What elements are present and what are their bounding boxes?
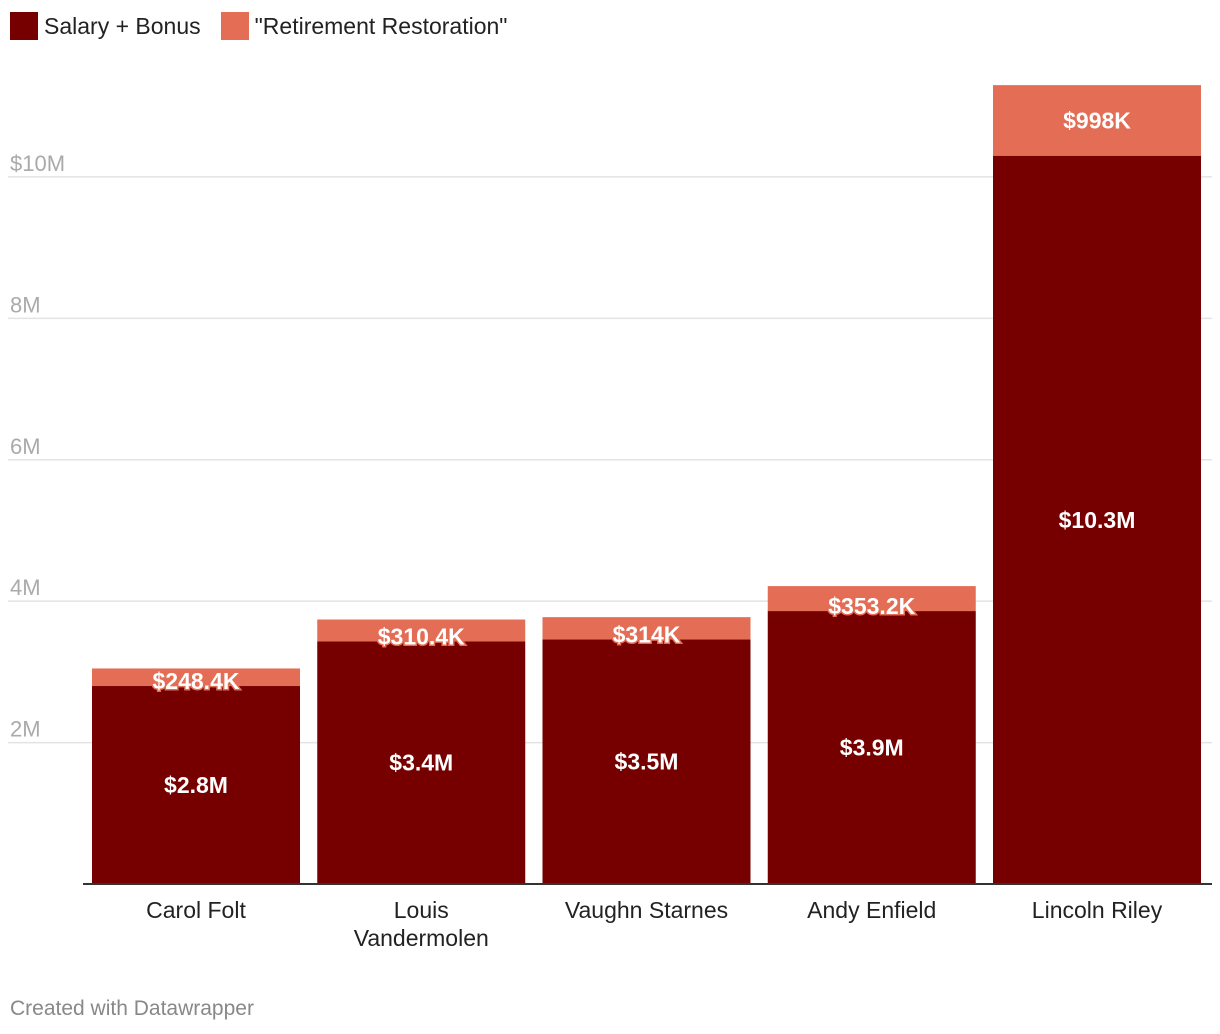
y-tick-label: 6M bbox=[10, 434, 41, 459]
bar-segment bbox=[993, 85, 1201, 156]
x-tick-label: Andy Enfield bbox=[807, 897, 936, 923]
bar-segment bbox=[542, 617, 751, 640]
x-tick-label: Lincoln Riley bbox=[1032, 897, 1163, 923]
y-tick-label: 2M bbox=[10, 717, 41, 742]
bar-value-label: $10.3M bbox=[1059, 507, 1136, 533]
bar-segment bbox=[767, 586, 976, 612]
bar-value-label: $3.5M bbox=[615, 749, 679, 775]
bar-segment bbox=[767, 611, 976, 884]
legend-label-salary-bonus: Salary + Bonus bbox=[44, 12, 201, 39]
bar-value-label: $2.8M bbox=[164, 772, 228, 798]
x-tick-label: Louis bbox=[394, 897, 449, 923]
bar-value-label: $998K bbox=[1063, 107, 1131, 133]
y-tick-label: 8M bbox=[10, 292, 41, 317]
bar-value-label: $353.2K bbox=[828, 593, 915, 619]
bar-segment bbox=[542, 639, 751, 884]
legend-item-retirement-restoration: "Retirement Restoration" bbox=[220, 12, 508, 40]
bar-value-label: $3.9M bbox=[840, 735, 904, 761]
x-tick-label: Carol Folt bbox=[146, 897, 246, 923]
bar-value-label: $3.4M bbox=[389, 750, 453, 776]
legend-label-retirement-restoration: "Retirement Restoration" bbox=[254, 12, 508, 39]
y-tick-label: 4M bbox=[10, 575, 41, 600]
bar-value-label: $248.4K bbox=[153, 668, 240, 694]
footer-credit: Created with Datawrapper bbox=[10, 997, 254, 1020]
legend-swatch-retirement-restoration bbox=[220, 12, 249, 40]
x-tick-label: Vandermolen bbox=[354, 925, 489, 951]
y-tick-label: $10M bbox=[10, 151, 65, 176]
x-tick-label: Vaughn Starnes bbox=[565, 897, 728, 923]
legend-item-salary-bonus: Salary + Bonus bbox=[10, 12, 201, 40]
bar-segment bbox=[92, 668, 300, 687]
bar-value-label: $314K bbox=[613, 621, 681, 647]
bar-segment bbox=[92, 686, 300, 884]
legend: Salary + Bonus "Retirement Restoration" bbox=[10, 12, 527, 40]
bar-segment bbox=[317, 619, 526, 642]
legend-swatch-salary-bonus bbox=[10, 12, 38, 40]
bar-segment bbox=[317, 641, 526, 884]
bar-value-label: $310.4K bbox=[378, 623, 465, 649]
bar-segment bbox=[993, 155, 1201, 885]
